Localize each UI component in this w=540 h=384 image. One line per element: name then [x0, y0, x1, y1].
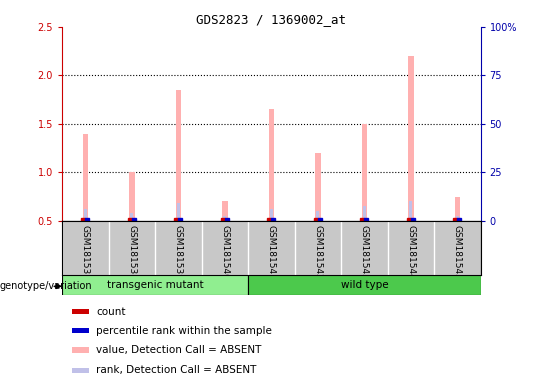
Bar: [72, 328, 89, 333]
Text: GSM181537: GSM181537: [81, 225, 90, 280]
Bar: [268, 109, 274, 221]
Text: GSM181543: GSM181543: [360, 225, 369, 280]
Text: GSM181538: GSM181538: [127, 225, 136, 280]
Bar: [408, 56, 414, 221]
Text: rank, Detection Call = ABSENT: rank, Detection Call = ABSENT: [96, 365, 256, 375]
Bar: [129, 172, 134, 221]
Text: wild type: wild type: [341, 280, 388, 290]
Bar: [72, 368, 89, 373]
Bar: [62, 275, 248, 295]
Bar: [316, 211, 319, 221]
Text: percentile rank within the sample: percentile rank within the sample: [96, 326, 272, 336]
Bar: [177, 204, 180, 221]
Bar: [72, 348, 89, 353]
Bar: [363, 206, 366, 221]
Text: GSM181541: GSM181541: [267, 225, 276, 280]
Bar: [222, 202, 228, 221]
Text: value, Detection Call = ABSENT: value, Detection Call = ABSENT: [96, 345, 262, 355]
Bar: [455, 197, 460, 221]
Bar: [409, 202, 412, 221]
Text: GSM181544: GSM181544: [407, 225, 415, 280]
Text: GSM181542: GSM181542: [313, 225, 322, 280]
Bar: [84, 209, 87, 221]
Bar: [270, 209, 273, 221]
Bar: [72, 310, 89, 314]
Bar: [131, 213, 133, 221]
Bar: [248, 275, 481, 295]
Text: GSM181539: GSM181539: [174, 225, 183, 280]
Text: GSM181540: GSM181540: [220, 225, 230, 280]
Text: count: count: [96, 307, 126, 317]
Bar: [456, 216, 459, 221]
Text: GSM181545: GSM181545: [453, 225, 462, 280]
Bar: [362, 124, 367, 221]
Title: GDS2823 / 1369002_at: GDS2823 / 1369002_at: [197, 13, 346, 26]
Text: transgenic mutant: transgenic mutant: [107, 280, 204, 290]
Text: genotype/variation: genotype/variation: [0, 281, 93, 291]
Bar: [83, 134, 88, 221]
Bar: [315, 153, 321, 221]
Bar: [176, 90, 181, 221]
Bar: [224, 216, 226, 221]
